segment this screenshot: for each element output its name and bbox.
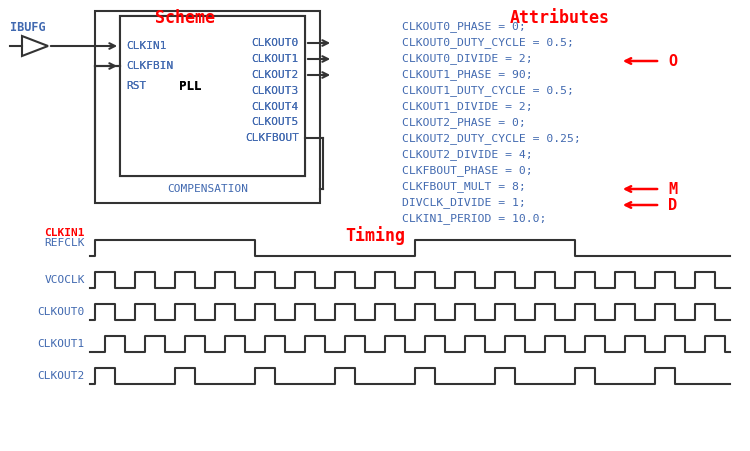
Text: CLKFBOUT: CLKFBOUT (245, 133, 299, 143)
Text: CLKOUT1_PHASE = 90;: CLKOUT1_PHASE = 90; (402, 69, 532, 80)
Text: CLKOUT0_PHASE = 0;: CLKOUT0_PHASE = 0; (402, 21, 526, 32)
Text: CLKFBIN: CLKFBIN (126, 61, 173, 71)
Text: CLKOUT5: CLKOUT5 (252, 117, 299, 127)
Text: COMPENSATION: COMPENSATION (167, 184, 248, 194)
Text: CLKFBOUT_MULT = 8;: CLKFBOUT_MULT = 8; (402, 181, 526, 192)
Text: RST: RST (126, 81, 146, 91)
Text: IBUFG: IBUFG (10, 21, 46, 34)
Text: REFCLK: REFCLK (44, 238, 85, 248)
Text: M: M (668, 181, 677, 197)
Text: CLKOUT1: CLKOUT1 (38, 339, 85, 349)
Text: CLKOUT5: CLKOUT5 (252, 117, 299, 127)
Text: CLKFBOUT: CLKFBOUT (245, 133, 299, 143)
Text: CLKOUT1: CLKOUT1 (252, 54, 299, 64)
Text: CLKFBIN: CLKFBIN (126, 61, 173, 71)
Text: CLKOUT0: CLKOUT0 (252, 38, 299, 48)
Text: CLKOUT0_DIVIDE = 2;: CLKOUT0_DIVIDE = 2; (402, 53, 532, 64)
Text: Scheme: Scheme (155, 9, 215, 27)
Text: RST: RST (126, 81, 146, 91)
Text: Timing: Timing (345, 226, 405, 245)
Text: CLKOUT4: CLKOUT4 (252, 102, 299, 112)
Text: CLKFBOUT_PHASE = 0;: CLKFBOUT_PHASE = 0; (402, 165, 532, 176)
Text: CLKOUT0_DUTY_CYCLE = 0.5;: CLKOUT0_DUTY_CYCLE = 0.5; (402, 37, 574, 48)
Text: CLKOUT0: CLKOUT0 (252, 38, 299, 48)
Text: Attributes: Attributes (510, 9, 610, 27)
Text: CLKIN1: CLKIN1 (44, 228, 85, 238)
Text: PLL: PLL (179, 79, 202, 92)
Text: DIVCLK_DIVIDE = 1;: DIVCLK_DIVIDE = 1; (402, 197, 526, 208)
Text: CLKOUT2_DUTY_CYCLE = 0.25;: CLKOUT2_DUTY_CYCLE = 0.25; (402, 133, 580, 144)
Text: VCOCLK: VCOCLK (44, 275, 85, 285)
Text: CLKOUT1_DIVIDE = 2;: CLKOUT1_DIVIDE = 2; (402, 101, 532, 112)
Bar (120, 16, 305, 176)
Text: CLKIN1: CLKIN1 (126, 41, 166, 51)
Text: CLKIN1_PERIOD = 10.0;: CLKIN1_PERIOD = 10.0; (402, 213, 546, 224)
Bar (120, 16, 305, 176)
Text: PLL: PLL (179, 79, 202, 92)
Text: CLKOUT0: CLKOUT0 (38, 307, 85, 317)
Text: CLKOUT2: CLKOUT2 (252, 70, 299, 80)
Text: CLKOUT1: CLKOUT1 (252, 54, 299, 64)
Text: CLKOUT3: CLKOUT3 (252, 86, 299, 96)
Text: CLKIN1: CLKIN1 (126, 41, 166, 51)
Text: D: D (668, 198, 677, 212)
Text: CLKOUT2: CLKOUT2 (252, 70, 299, 80)
Text: CLKOUT2: CLKOUT2 (38, 371, 85, 381)
Text: O: O (668, 54, 677, 69)
Bar (95, 11, 320, 203)
Text: CLKOUT2_PHASE = 0;: CLKOUT2_PHASE = 0; (402, 117, 526, 128)
Text: CLKOUT2_DIVIDE = 4;: CLKOUT2_DIVIDE = 4; (402, 149, 532, 160)
Text: CLKOUT1_DUTY_CYCLE = 0.5;: CLKOUT1_DUTY_CYCLE = 0.5; (402, 85, 574, 96)
Text: CLKOUT3: CLKOUT3 (252, 86, 299, 96)
Text: CLKOUT4: CLKOUT4 (252, 102, 299, 112)
